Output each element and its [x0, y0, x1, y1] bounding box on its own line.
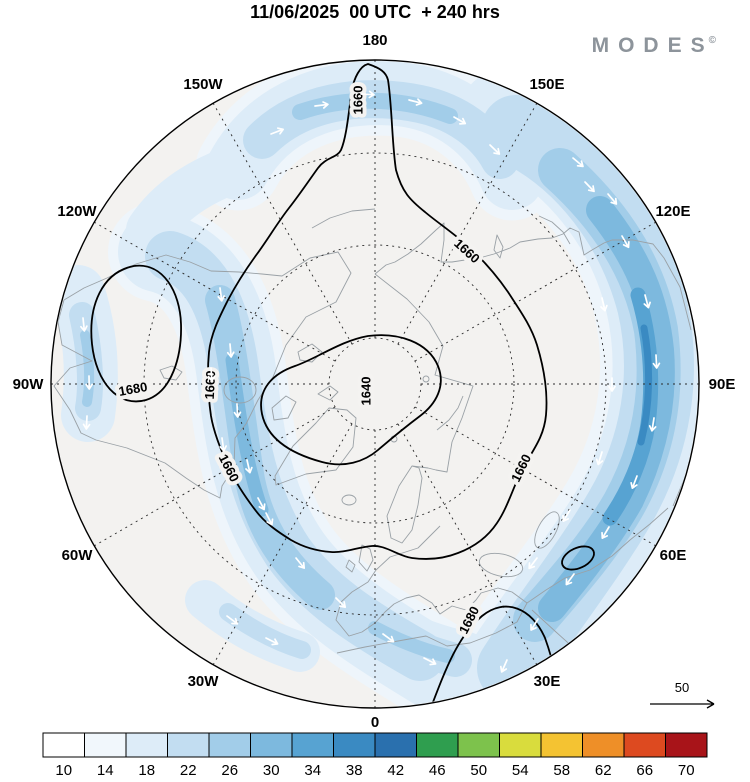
- map-rim: [50, 59, 700, 709]
- contour-label-1660: 1660: [202, 370, 218, 400]
- colorbar-tick: 30: [263, 762, 280, 779]
- lon-label-150w: 150W: [183, 76, 223, 93]
- colorbar-cell: [208, 732, 251, 758]
- colorbar-cell: [665, 732, 708, 758]
- page-title: 11/06/2025 00 UTC + 240 hrs: [250, 2, 500, 22]
- colorbar-tick: 18: [138, 762, 155, 779]
- brand-logo: MODES©: [592, 34, 716, 58]
- colorbar-cell: [499, 732, 542, 758]
- colorbar-cell: [250, 732, 293, 758]
- lon-label-30w: 30W: [188, 673, 220, 690]
- colorbar-tick: 38: [346, 762, 363, 779]
- lon-label-0: 0: [371, 714, 379, 731]
- colorbar-cell: [416, 732, 459, 758]
- lon-label-60w: 60W: [62, 547, 94, 564]
- colorbar-cell: [125, 732, 168, 758]
- wind-scale-arrow-icon: [650, 699, 715, 709]
- colorbar-tick: 22: [180, 762, 197, 779]
- wind-scale-value: 50: [675, 680, 689, 695]
- colorbar-cell: [374, 732, 417, 758]
- colorbar-tick: 10: [55, 762, 72, 779]
- colorbar-cell: [84, 732, 127, 758]
- graticule: [51, 60, 699, 708]
- colorbar-cell: [167, 732, 210, 758]
- colorbar-tick: 42: [387, 762, 404, 779]
- colorbar-tick: 66: [636, 762, 653, 779]
- colorbar-cell: [582, 732, 625, 758]
- brand-name: MODES: [591, 34, 714, 57]
- coastlines: [53, 208, 697, 654]
- colorbar-cell: [333, 732, 376, 758]
- contour-label-1660: 1660: [351, 86, 366, 115]
- brand-copyright: ©: [708, 35, 716, 46]
- colorbar-tick: 54: [512, 762, 529, 779]
- contour-label-1640: 1640: [359, 377, 374, 406]
- colorbar-tick: 70: [678, 762, 695, 779]
- colorbar-tick: 14: [97, 762, 114, 779]
- colorbar-tick: 50: [470, 762, 487, 779]
- lon-label-120w: 120W: [57, 203, 97, 220]
- colorbar-cell: [540, 732, 583, 758]
- colorbar-tick: 62: [595, 762, 612, 779]
- longitude-labels: 180 150W 150E 120W 120E 90W 90E 60W 60E …: [13, 32, 736, 731]
- colorbar-cell: [457, 732, 500, 758]
- wind-shading: [52, 61, 698, 707]
- colorbar-cell: [623, 732, 666, 758]
- wind-scale: 50: [650, 680, 715, 709]
- colorbar-cell: [42, 732, 85, 758]
- lon-label-150e: 150E: [529, 76, 564, 93]
- lon-label-30e: 30E: [534, 673, 561, 690]
- height-contours: [90, 63, 595, 707]
- colorbar-tick: 26: [221, 762, 238, 779]
- lon-label-90e: 90E: [709, 376, 736, 393]
- colorbar-tick: 34: [304, 762, 321, 779]
- colorbar-cell: [291, 732, 334, 758]
- lon-label-180: 180: [362, 32, 387, 49]
- colorbar-tick: 58: [553, 762, 570, 779]
- lon-label-60e: 60E: [660, 547, 687, 564]
- lon-label-120e: 120E: [655, 203, 690, 220]
- lon-label-90w: 90W: [13, 376, 45, 393]
- colorbar-tick: 46: [429, 762, 446, 779]
- colorbar: 10 14 18 22 26 30 34 38 42 46 50 54 58 6…: [42, 732, 708, 779]
